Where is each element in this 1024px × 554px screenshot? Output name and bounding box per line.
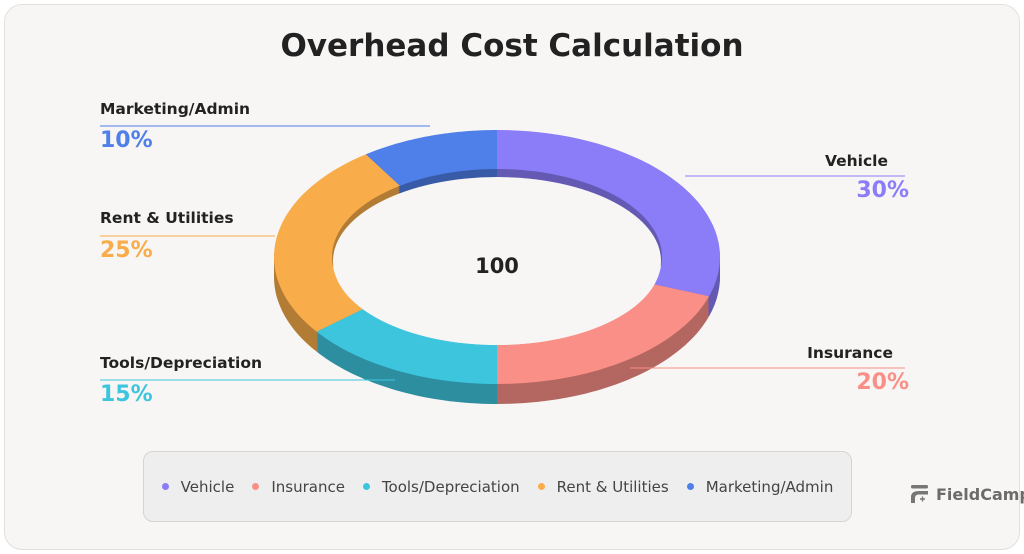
label-insurance: Insurance [807, 344, 893, 362]
slice-insurance [497, 284, 710, 384]
donut-hole [333, 177, 661, 345]
legend-item-marketing-admin: Marketing/Admin [686, 477, 834, 496]
legend-item-insurance: Insurance [252, 478, 345, 496]
legend-swatch [362, 483, 370, 490]
legend: Vehicle Insurance Tools/Depreciation Rent &… [143, 451, 852, 522]
slice-marketing-admin [365, 130, 497, 186]
legend-item-tools-depreciation: Tools/Depreciation [362, 477, 520, 496]
legend-label: Tools/Depreciation [381, 477, 520, 496]
slice-rent-utilities [274, 154, 400, 332]
legend-item-rent-utilities: Rent & Utilities [537, 477, 669, 496]
center-label: 100 [475, 254, 519, 278]
slice-tools-depreciation [316, 308, 497, 384]
value-label-vehicle: 30% [856, 178, 909, 203]
value-label-rent-utilities: 25% [100, 238, 153, 263]
value-label-marketing-admin: 10% [100, 128, 153, 153]
legend-label: Rent & Utilities [556, 477, 669, 496]
legend-swatch [252, 483, 260, 490]
label-tools-depreciation: Tools/Depreciation [100, 354, 263, 372]
fieldcamp-logo-icon [911, 485, 928, 503]
legend-item-vehicle: Vehicle [161, 477, 235, 496]
legend-swatch [537, 483, 545, 490]
label-vehicle: Vehicle [824, 152, 888, 170]
chart-title: Overhead Cost Calculation [280, 28, 744, 64]
legend-label: Vehicle [180, 477, 235, 496]
brand-name: FieldCamp [936, 484, 1024, 504]
value-label-insurance: 20% [856, 370, 909, 395]
legend-swatch [686, 483, 694, 490]
label-rent-utilities: Rent & Utilities [100, 209, 234, 227]
brand: FieldCamp [908, 484, 1024, 504]
legend-label: Marketing/Admin [705, 477, 834, 496]
value-label-tools-depreciation: 15% [100, 382, 153, 407]
slice-vehicle [497, 130, 720, 297]
label-marketing-admin: Marketing/Admin [100, 100, 251, 118]
legend-swatch [161, 483, 169, 490]
legend-label: Insurance [271, 477, 345, 496]
